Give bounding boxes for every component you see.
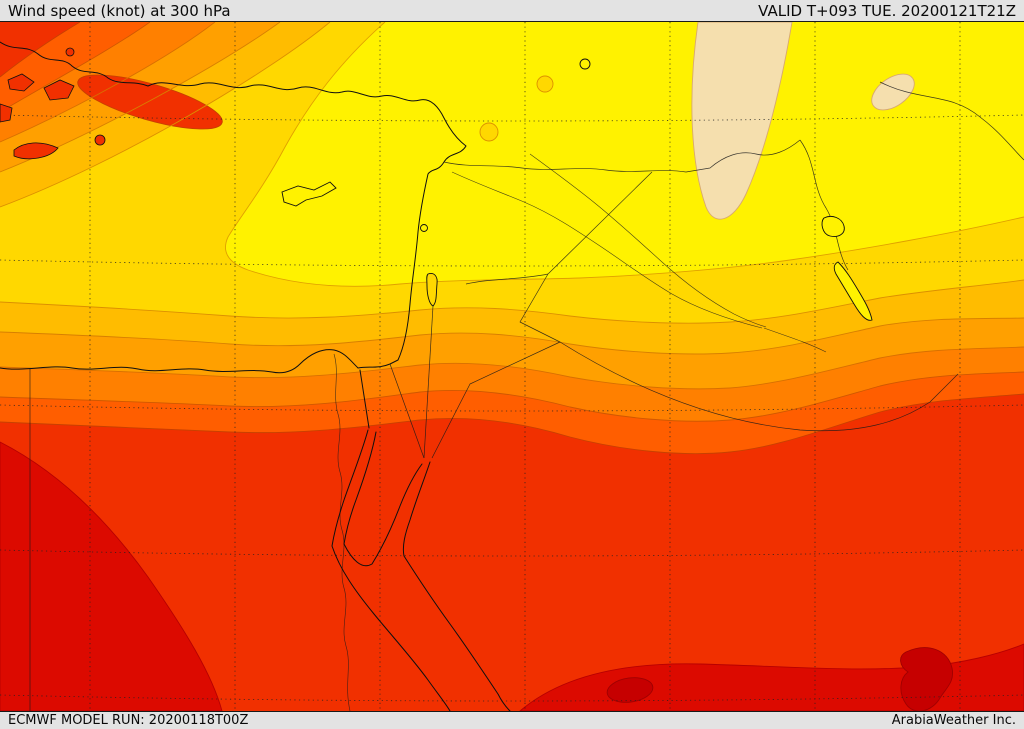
lake-tuz: [579, 58, 591, 70]
coast-red-sea-west: [331, 429, 451, 711]
border-egypt-israel: [389, 363, 425, 459]
island-3: [0, 103, 13, 123]
contour-gold-cell-2: [536, 75, 554, 93]
dead-sea: [426, 273, 438, 307]
footer-bar: ECMWF MODEL RUN: 20200118T00Z ArabiaWeat…: [0, 711, 1024, 729]
coast-red-sea-east: [402, 461, 511, 711]
country-borders: [29, 81, 1024, 711]
contour-crimson-cell-south: [606, 677, 654, 703]
tigris-river: [529, 153, 827, 353]
contour-band-dark-red-southwest: [0, 441, 223, 711]
contour-crimson-cell-southeast: [900, 647, 954, 711]
contour-band-cream-core: [691, 22, 793, 220]
border-israel-jordan: [423, 305, 434, 459]
border-turkey-syria-iraq: [443, 139, 801, 173]
island-4: [65, 47, 75, 57]
valid-time-label: VALID T+093 TUE. 20200121T21Z: [758, 1, 1016, 20]
border-iran-iraq: [799, 139, 849, 271]
island-2: [43, 79, 75, 101]
euphrates-river: [451, 171, 763, 329]
wind-speed-contour-map: [0, 22, 1024, 711]
contour-isolines: [0, 22, 1024, 455]
header-bar: Wind speed (knot) at 300 hPa VALID T+093…: [0, 0, 1024, 22]
lake-east-2: [833, 261, 873, 321]
aegean-islands: [0, 47, 106, 160]
coast-mediterranean: [0, 41, 467, 374]
rivers: [333, 153, 827, 711]
border-iraq-saudi: [559, 341, 959, 432]
model-run-label: ECMWF MODEL RUN: 20200118T00Z: [8, 713, 249, 728]
coastlines: [0, 41, 873, 711]
island-rhodes: [94, 134, 106, 146]
coast-sinai-peninsula: [343, 431, 423, 567]
contour-red-streak-northwest: [77, 74, 223, 130]
nile-river: [333, 353, 351, 711]
contour-gold-cell-1: [479, 122, 499, 142]
border-northeast-edge: [879, 81, 1024, 161]
lake-east-1: [821, 215, 845, 237]
suez-canal: [359, 369, 370, 429]
credit-label: ArabiaWeather Inc.: [891, 713, 1016, 728]
border-syria-jordan-saudi: [431, 171, 653, 459]
island-crete: [13, 142, 59, 160]
map-canvas: [0, 22, 1024, 711]
island-1: [7, 73, 35, 92]
map-title: Wind speed (knot) at 300 hPa: [8, 1, 231, 20]
sea-of-galilee: [420, 224, 428, 232]
cyprus-island: [281, 181, 337, 207]
